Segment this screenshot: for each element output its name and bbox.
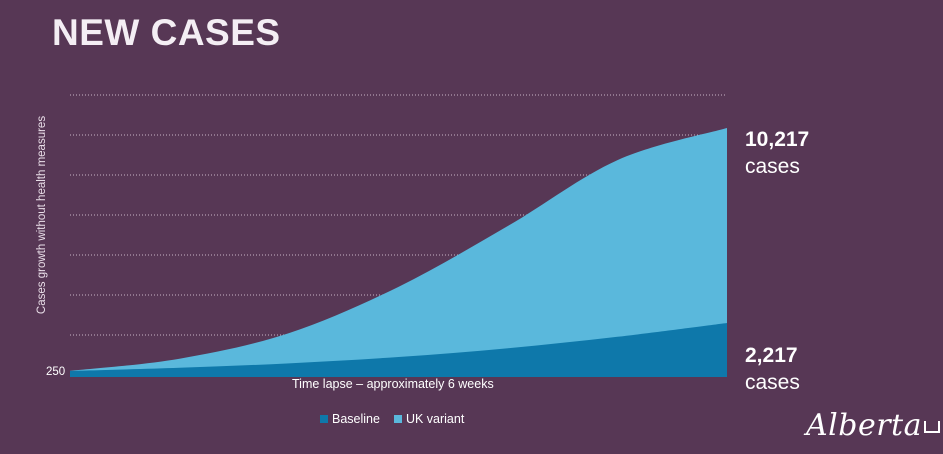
y-axis-label: Cases growth without health measures xyxy=(36,115,48,315)
uk-variant-area xyxy=(70,128,727,377)
page-title: NEW CASES xyxy=(52,12,281,53)
legend-swatch-uk-variant xyxy=(393,415,402,423)
legend-label-baseline: Baseline xyxy=(332,412,380,426)
logo-text: Alberta xyxy=(806,408,922,443)
legend-swatch-baseline xyxy=(320,415,328,423)
baseline-end-unit: cases xyxy=(745,371,800,394)
legend-item-baseline: Baseline xyxy=(320,412,380,426)
logo-mark-icon xyxy=(924,421,940,433)
legend-item-uk-variant: UK variant xyxy=(393,412,465,426)
y-axis-start-label: 250 xyxy=(46,366,66,378)
uk-variant-end-label: 10,217 cases xyxy=(745,126,809,180)
alberta-logo: Alberta xyxy=(806,408,940,443)
uk-variant-end-value: 10,217 xyxy=(745,128,810,151)
baseline-end-label: 2,217 cases xyxy=(745,342,800,396)
baseline-end-value: 2,217 xyxy=(745,344,798,367)
legend-label-uk-variant: UK variant xyxy=(405,412,465,426)
uk-variant-end-unit: cases xyxy=(745,155,800,178)
baseline-area xyxy=(70,322,727,377)
x-axis-label: Time lapse – approximately 6 weeks xyxy=(292,377,494,391)
chart-legend: Baseline UK variant xyxy=(320,412,464,426)
